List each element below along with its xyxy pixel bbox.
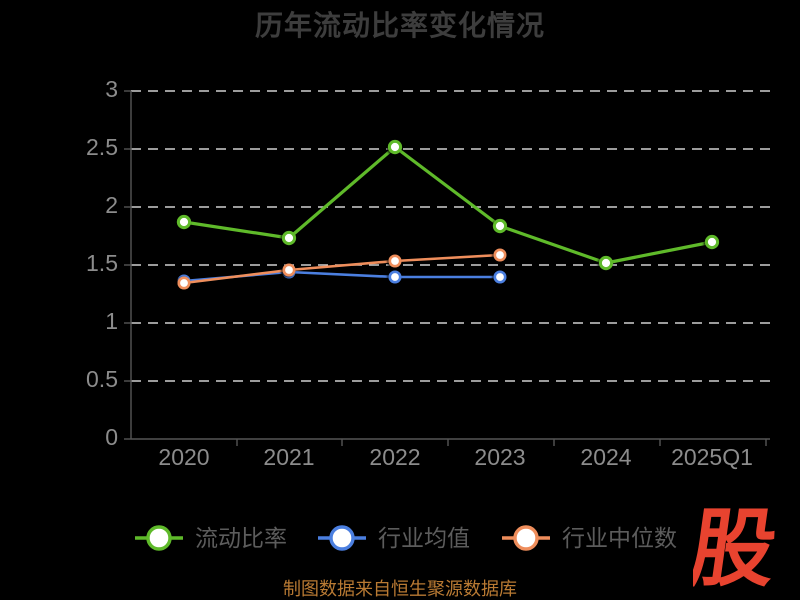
svg-text:2021: 2021	[263, 444, 314, 470]
svg-text:2023: 2023	[474, 444, 525, 470]
svg-text:3: 3	[105, 76, 118, 102]
svg-text:0.5: 0.5	[86, 366, 118, 392]
svg-text:股: 股	[693, 502, 782, 590]
svg-text:行业中位数: 行业中位数	[562, 525, 677, 551]
svg-text:2025Q1: 2025Q1	[671, 444, 753, 470]
svg-text:1.5: 1.5	[86, 250, 118, 276]
svg-text:2: 2	[105, 192, 118, 218]
svg-text:1: 1	[105, 308, 118, 334]
svg-text:2022: 2022	[369, 444, 420, 470]
svg-text:2020: 2020	[158, 444, 209, 470]
svg-text:行业均值: 行业均值	[378, 525, 470, 551]
svg-text:2.5: 2.5	[86, 134, 118, 160]
svg-text:2024: 2024	[580, 444, 631, 470]
svg-text:流动比率: 流动比率	[195, 525, 287, 551]
svg-text:0: 0	[105, 424, 118, 450]
